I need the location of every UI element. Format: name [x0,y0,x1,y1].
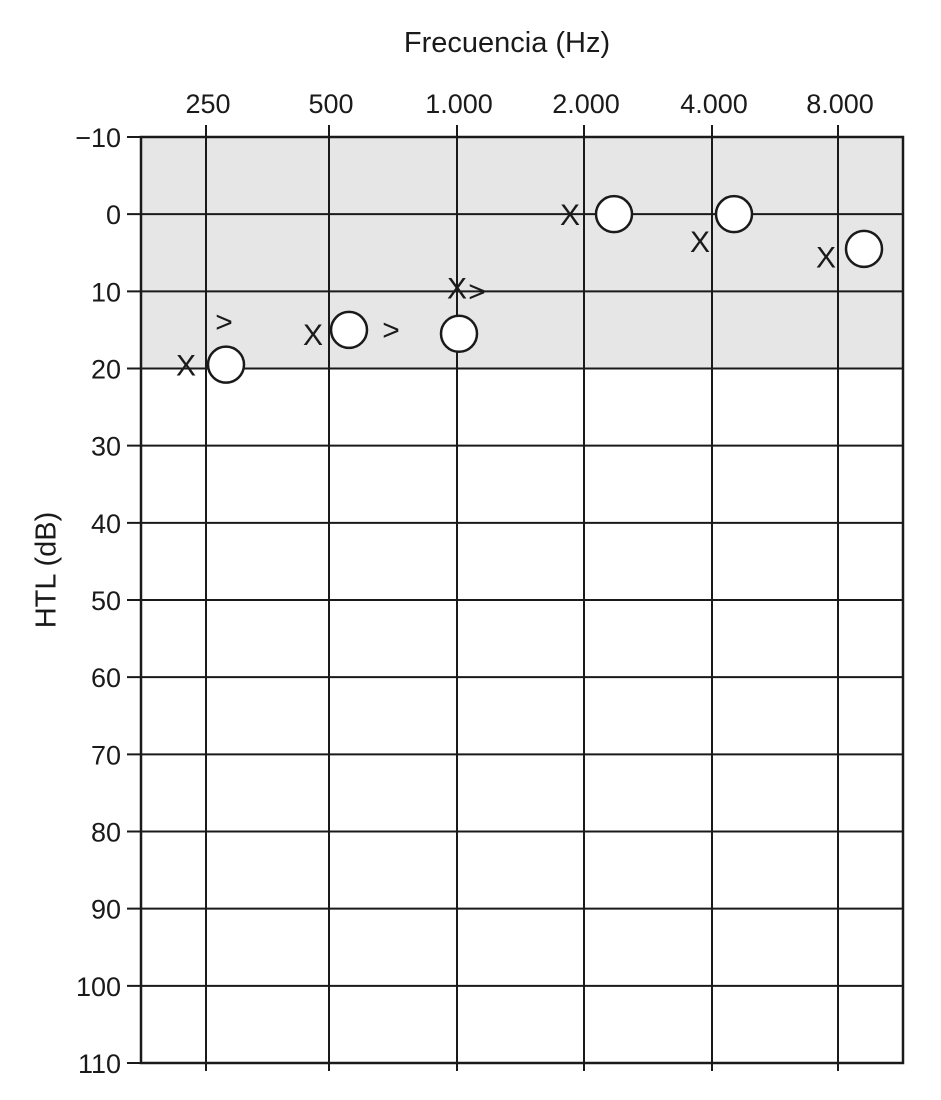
y-tick-label: 30 [91,432,121,462]
vertical-gridlines [205,125,839,1071]
y-tick-label: 50 [91,586,121,616]
air-conduction-right-mark [206,345,246,384]
y-tick-label: 60 [91,663,121,693]
y-axis-title: HTL (dB) [31,512,63,629]
normal-hearing-band [141,137,903,369]
y-tick-label: 110 [78,1049,121,1079]
plot-frame [139,135,905,1065]
x-axis-ticks: 250 500 1.000 2.000 4.000 8.000 [185,89,873,119]
air-conduction-right-mark [329,310,369,350]
y-tick-label: 10 [91,277,121,307]
air-conduction-right-mark [594,194,634,234]
x-tick-label: 1.000 [425,89,493,119]
air-conduction-left-mark: X [447,272,467,305]
air-conduction-left-mark: X [176,350,196,383]
x-tick-label: 4.000 [680,89,748,119]
y-tick-label: 70 [91,740,121,770]
air-conduction-left-mark: X [690,226,710,259]
y-tick-label: 80 [91,818,121,848]
x-axis-title: Frecuencia (Hz) [404,27,610,59]
air-conduction-left-mark: X [816,242,836,275]
y-tick-label: 20 [91,355,121,385]
air-conduction-right-mark [714,194,754,234]
x-tick-label: 8.000 [806,89,874,119]
air-conduction-right-mark [439,314,479,354]
y-tick-label: 0 [106,200,121,230]
x-tick-label: 250 [185,89,230,119]
y-tick-label: −10 [75,123,121,153]
bone-conduction-left-mark: > [468,275,486,308]
y-tick-label: 100 [76,972,121,1002]
air-conduction-right-mark [844,229,884,269]
bone-conduction-left-mark: > [382,314,400,347]
air-conduction-left-mark: X [560,199,580,232]
x-tick-label: 2.000 [552,89,620,119]
bone-conduction-left-mark: > [215,306,233,339]
y-tick-label: 90 [91,895,121,925]
air-conduction-left-mark: X [303,319,323,352]
y-axis-ticks: −10 0 10 20 30 40 50 60 70 80 90 100 110 [75,123,121,1079]
x-tick-label: 500 [308,89,353,119]
y-tick-label: 40 [91,509,121,539]
